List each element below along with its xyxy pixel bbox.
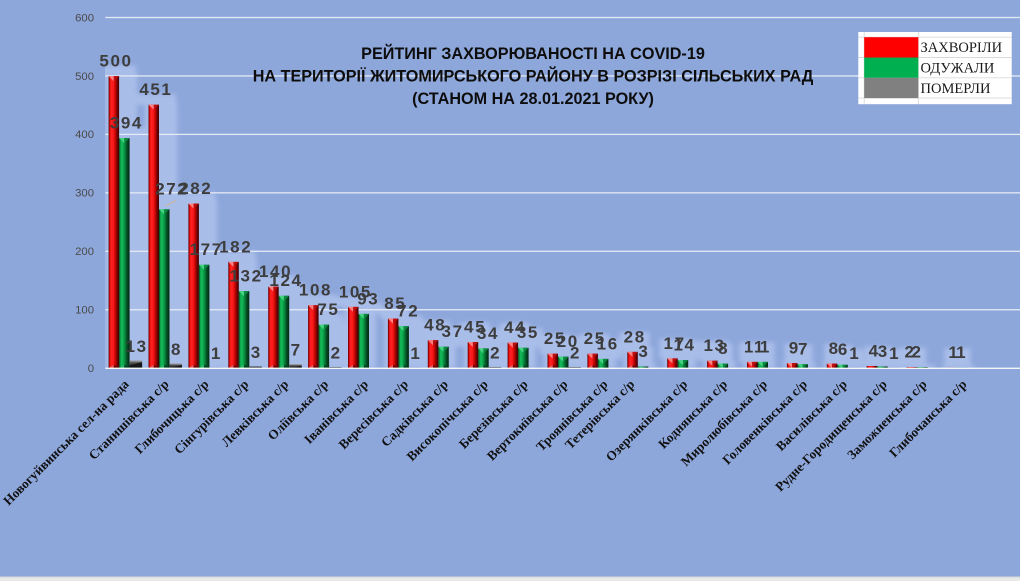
svg-text:272: 272 — [155, 179, 188, 198]
svg-text:9: 9 — [789, 338, 800, 357]
svg-text:2: 2 — [570, 344, 581, 363]
svg-text:0: 0 — [88, 363, 94, 375]
svg-text:НА ТЕРИТОРІЇ ЖИТОМИРСЬКОГО РАЙ: НА ТЕРИТОРІЇ ЖИТОМИРСЬКОГО РАЙОНУ В РОЗР… — [253, 67, 814, 86]
svg-text:600: 600 — [75, 12, 94, 24]
svg-text:35: 35 — [517, 323, 539, 342]
svg-text:3: 3 — [638, 342, 649, 361]
svg-text:72: 72 — [397, 302, 419, 321]
svg-text:451: 451 — [139, 80, 172, 99]
svg-text:85: 85 — [384, 294, 406, 313]
svg-text:124: 124 — [269, 271, 302, 290]
svg-text:140: 140 — [259, 262, 292, 281]
svg-text:394: 394 — [110, 113, 143, 132]
svg-text:132: 132 — [230, 267, 263, 286]
svg-text:1: 1 — [211, 344, 222, 363]
svg-text:2: 2 — [904, 343, 915, 362]
svg-text:2: 2 — [331, 344, 342, 363]
svg-text:8: 8 — [171, 340, 182, 359]
svg-text:93: 93 — [357, 289, 379, 308]
svg-text:РЕЙТИНГ ЗАХВОРЮВАНОСТІ НА COVI: РЕЙТИНГ ЗАХВОРЮВАНОСТІ НА COVID-19 — [361, 44, 705, 63]
svg-text:6: 6 — [838, 340, 849, 359]
svg-text:500: 500 — [99, 52, 132, 71]
svg-text:2: 2 — [490, 344, 501, 363]
svg-text:1: 1 — [948, 343, 959, 362]
svg-text:1: 1 — [410, 344, 421, 363]
svg-text:17: 17 — [664, 334, 686, 353]
svg-text:20: 20 — [557, 332, 579, 351]
svg-text:1: 1 — [889, 344, 900, 363]
svg-text:14: 14 — [673, 336, 695, 355]
svg-text:300: 300 — [75, 188, 94, 200]
svg-text:16: 16 — [597, 334, 619, 353]
svg-text:200: 200 — [75, 246, 94, 258]
svg-text:34: 34 — [477, 324, 499, 343]
svg-text:13: 13 — [126, 337, 148, 356]
svg-text:108: 108 — [299, 281, 332, 300]
svg-text:8: 8 — [829, 339, 840, 358]
svg-text:1: 1 — [956, 343, 967, 362]
svg-text:1: 1 — [760, 337, 771, 356]
svg-text:400: 400 — [75, 129, 94, 141]
svg-text:3: 3 — [251, 343, 262, 362]
svg-text:25: 25 — [584, 329, 606, 348]
svg-text:28: 28 — [624, 327, 646, 346]
svg-text:13: 13 — [703, 336, 725, 355]
svg-text:44: 44 — [504, 318, 526, 337]
svg-text:182: 182 — [219, 237, 252, 256]
svg-text:25: 25 — [544, 329, 566, 348]
svg-text:100: 100 — [75, 305, 94, 317]
svg-text:48: 48 — [424, 316, 446, 335]
svg-text:ОДУЖАЛИ: ОДУЖАЛИ — [921, 61, 995, 77]
svg-text:282: 282 — [179, 179, 212, 198]
svg-text:7: 7 — [798, 340, 809, 359]
svg-text:(СТАНОМ НА 28.01.2021 РОКУ): (СТАНОМ НА 28.01.2021 РОКУ) — [412, 90, 654, 108]
svg-text:500: 500 — [75, 71, 94, 83]
svg-text:11: 11 — [744, 337, 765, 356]
svg-text:7: 7 — [291, 341, 302, 360]
svg-text:ЗАХВОРІЛИ: ЗАХВОРІЛИ — [921, 40, 1003, 56]
svg-text:75: 75 — [317, 300, 339, 319]
svg-text:8: 8 — [718, 339, 729, 358]
svg-text:ПОМЕРЛИ: ПОМЕРЛИ — [921, 81, 992, 97]
svg-text:4: 4 — [869, 341, 880, 360]
svg-text:3: 3 — [878, 342, 889, 361]
svg-text:1: 1 — [849, 344, 860, 363]
svg-text:2: 2 — [911, 343, 922, 362]
svg-text:37: 37 — [442, 322, 464, 341]
svg-text:45: 45 — [464, 317, 486, 336]
svg-text:105: 105 — [339, 282, 372, 301]
svg-text:177: 177 — [190, 240, 223, 259]
